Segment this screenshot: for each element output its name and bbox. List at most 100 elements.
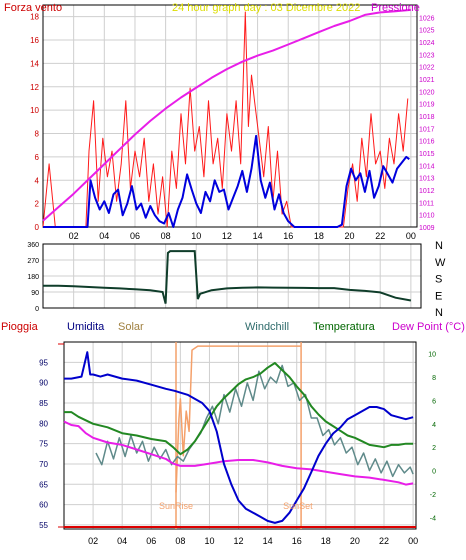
temp-x-ticks: 02 04 06 08 10 12 14 16 18 20 22 00 (88, 536, 418, 546)
pressure-tick-label: 1019 (419, 102, 435, 109)
temp-x-tick-label: 04 (117, 536, 127, 546)
temp-grid (64, 342, 416, 529)
humidity-tick-label: 95 (39, 358, 48, 367)
temp-x-tick-label: 02 (88, 536, 98, 546)
wind-x-tick-label: 20 (345, 231, 355, 241)
temp-x-tick-label: 00 (408, 536, 418, 546)
pressure-tick-label: 1009 (419, 225, 435, 232)
pressure-tick-label: 1024 (419, 40, 435, 47)
wind-y-tick-label: 4 (35, 176, 40, 185)
wind-direction-line (43, 250, 412, 304)
humidity-tick-label: 55 (39, 521, 48, 530)
compass-label: W (435, 257, 446, 269)
humidity-tick-label: 80 (39, 419, 48, 428)
legend-label: Temperatura (313, 321, 376, 333)
direction-series (43, 250, 412, 304)
pressure-line (42, 8, 411, 222)
temperature-tick-label: 2 (432, 445, 436, 452)
temperature-tick-label: 4 (432, 422, 436, 429)
temp-series (63, 342, 416, 529)
windchill-line (95, 364, 414, 478)
compass-label: N (435, 240, 443, 252)
temperature-line (64, 362, 414, 456)
direction-grid (43, 244, 421, 308)
temp-x-tick-label: 08 (175, 536, 185, 546)
wind-x-tick-label: 22 (375, 231, 385, 241)
pressure-tick-label: 1018 (419, 114, 435, 121)
compass-label: S (435, 274, 442, 286)
pressure-tick-label: 1013 (419, 176, 435, 183)
wind-x-tick-label: 08 (161, 231, 171, 241)
temp-x-tick-label: 18 (321, 536, 331, 546)
wind-x-tick-label: 10 (191, 231, 201, 241)
direction-tick-label: 0 (35, 306, 39, 313)
wind-left-ticks: 0 2 4 6 8 10 12 14 16 18 (30, 13, 39, 232)
wind-x-tick-label: 14 (253, 231, 263, 241)
wind-y-tick-label: 6 (35, 153, 40, 162)
direction-plot-frame (42, 243, 422, 309)
humidity-line (64, 351, 414, 524)
pressure-tick-label: 1023 (419, 52, 435, 59)
humidity-tick-label: 70 (39, 460, 48, 469)
temp-x-tick-label: 06 (146, 536, 156, 546)
temperature-tick-label: -4 (430, 515, 436, 522)
legend-label: Pioggia (1, 321, 39, 333)
wind-series (42, 8, 411, 228)
wind-y-tick-label: 2 (35, 200, 40, 209)
direction-tick-label: 360 (27, 242, 39, 249)
legend-label: Windchill (245, 321, 289, 333)
wind-y-tick-label: 14 (30, 59, 39, 68)
wind-y-tick-label: 10 (30, 106, 39, 115)
legend-label: Umidita (67, 321, 105, 333)
temperature-tick-label: 8 (432, 375, 436, 382)
temperature-tick-label: -2 (430, 492, 436, 499)
legend-label: Dew Point (°C) (392, 321, 465, 333)
humidity-tick-label: 65 (39, 480, 48, 489)
humidity-tick-label: 90 (39, 379, 48, 388)
sunrise-label: SunRise (159, 501, 193, 511)
temperature-tick-label: 10 (428, 352, 436, 359)
direction-tick-label: 180 (27, 274, 39, 281)
temp-x-tick-label: 14 (263, 536, 273, 546)
wind-y-tick-label: 18 (30, 13, 39, 22)
wind-line (43, 134, 410, 228)
pressure-tick-label: 1012 (419, 188, 435, 195)
wind-plot-frame (42, 4, 418, 228)
sunset-label: SunSet (283, 501, 313, 511)
pressure-tick-label: 1016 (419, 139, 435, 146)
wind-x-ticks: 02 04 06 08 10 12 14 16 18 20 22 00 (69, 231, 416, 241)
pressure-tick-label: 1011 (419, 200, 434, 207)
temperature-tick-label: 6 (432, 398, 436, 405)
wind-axis-label: Forza vento (4, 2, 62, 14)
temperature-tick-label: 0 (432, 469, 436, 476)
solar-line (175, 345, 302, 493)
temp-x-tick-label: 16 (292, 536, 302, 546)
temp-x-tick-label: 20 (350, 536, 360, 546)
pressure-tick-label: 1025 (419, 28, 435, 35)
pressure-tick-label: 1026 (419, 15, 435, 22)
humidity-tick-label: 60 (39, 501, 48, 510)
pressure-tick-label: 1017 (419, 126, 435, 133)
wind-y-tick-label: 16 (30, 36, 39, 45)
pressure-tick-label: 1020 (419, 89, 435, 96)
pressure-axis-label: Pressione (371, 2, 420, 14)
wind-x-tick-label: 02 (69, 231, 79, 241)
humidity-tick-label: 85 (39, 399, 48, 408)
pressure-tick-label: 1010 (419, 213, 435, 220)
temp-x-tick-label: 10 (204, 536, 214, 546)
temp-x-tick-label: 12 (234, 536, 244, 546)
chart-title: 24 hour graph day : 03 Dicembre 2022 (172, 2, 360, 14)
compass-label: E (435, 290, 442, 302)
wind-x-tick-label: 16 (283, 231, 293, 241)
temp-legend-labels: SunRise SunSet Pioggia Umidita Solar Windchil… (1, 321, 465, 511)
wind-x-tick-label: 06 (130, 231, 140, 241)
pressure-tick-label: 1014 (419, 163, 435, 170)
legend-label: Solar (118, 321, 144, 333)
wind-x-tick-label: 12 (222, 231, 232, 241)
temp-plot-frame (63, 341, 417, 530)
direction-left-ticks: 0 90 180 270 360 (27, 242, 39, 313)
